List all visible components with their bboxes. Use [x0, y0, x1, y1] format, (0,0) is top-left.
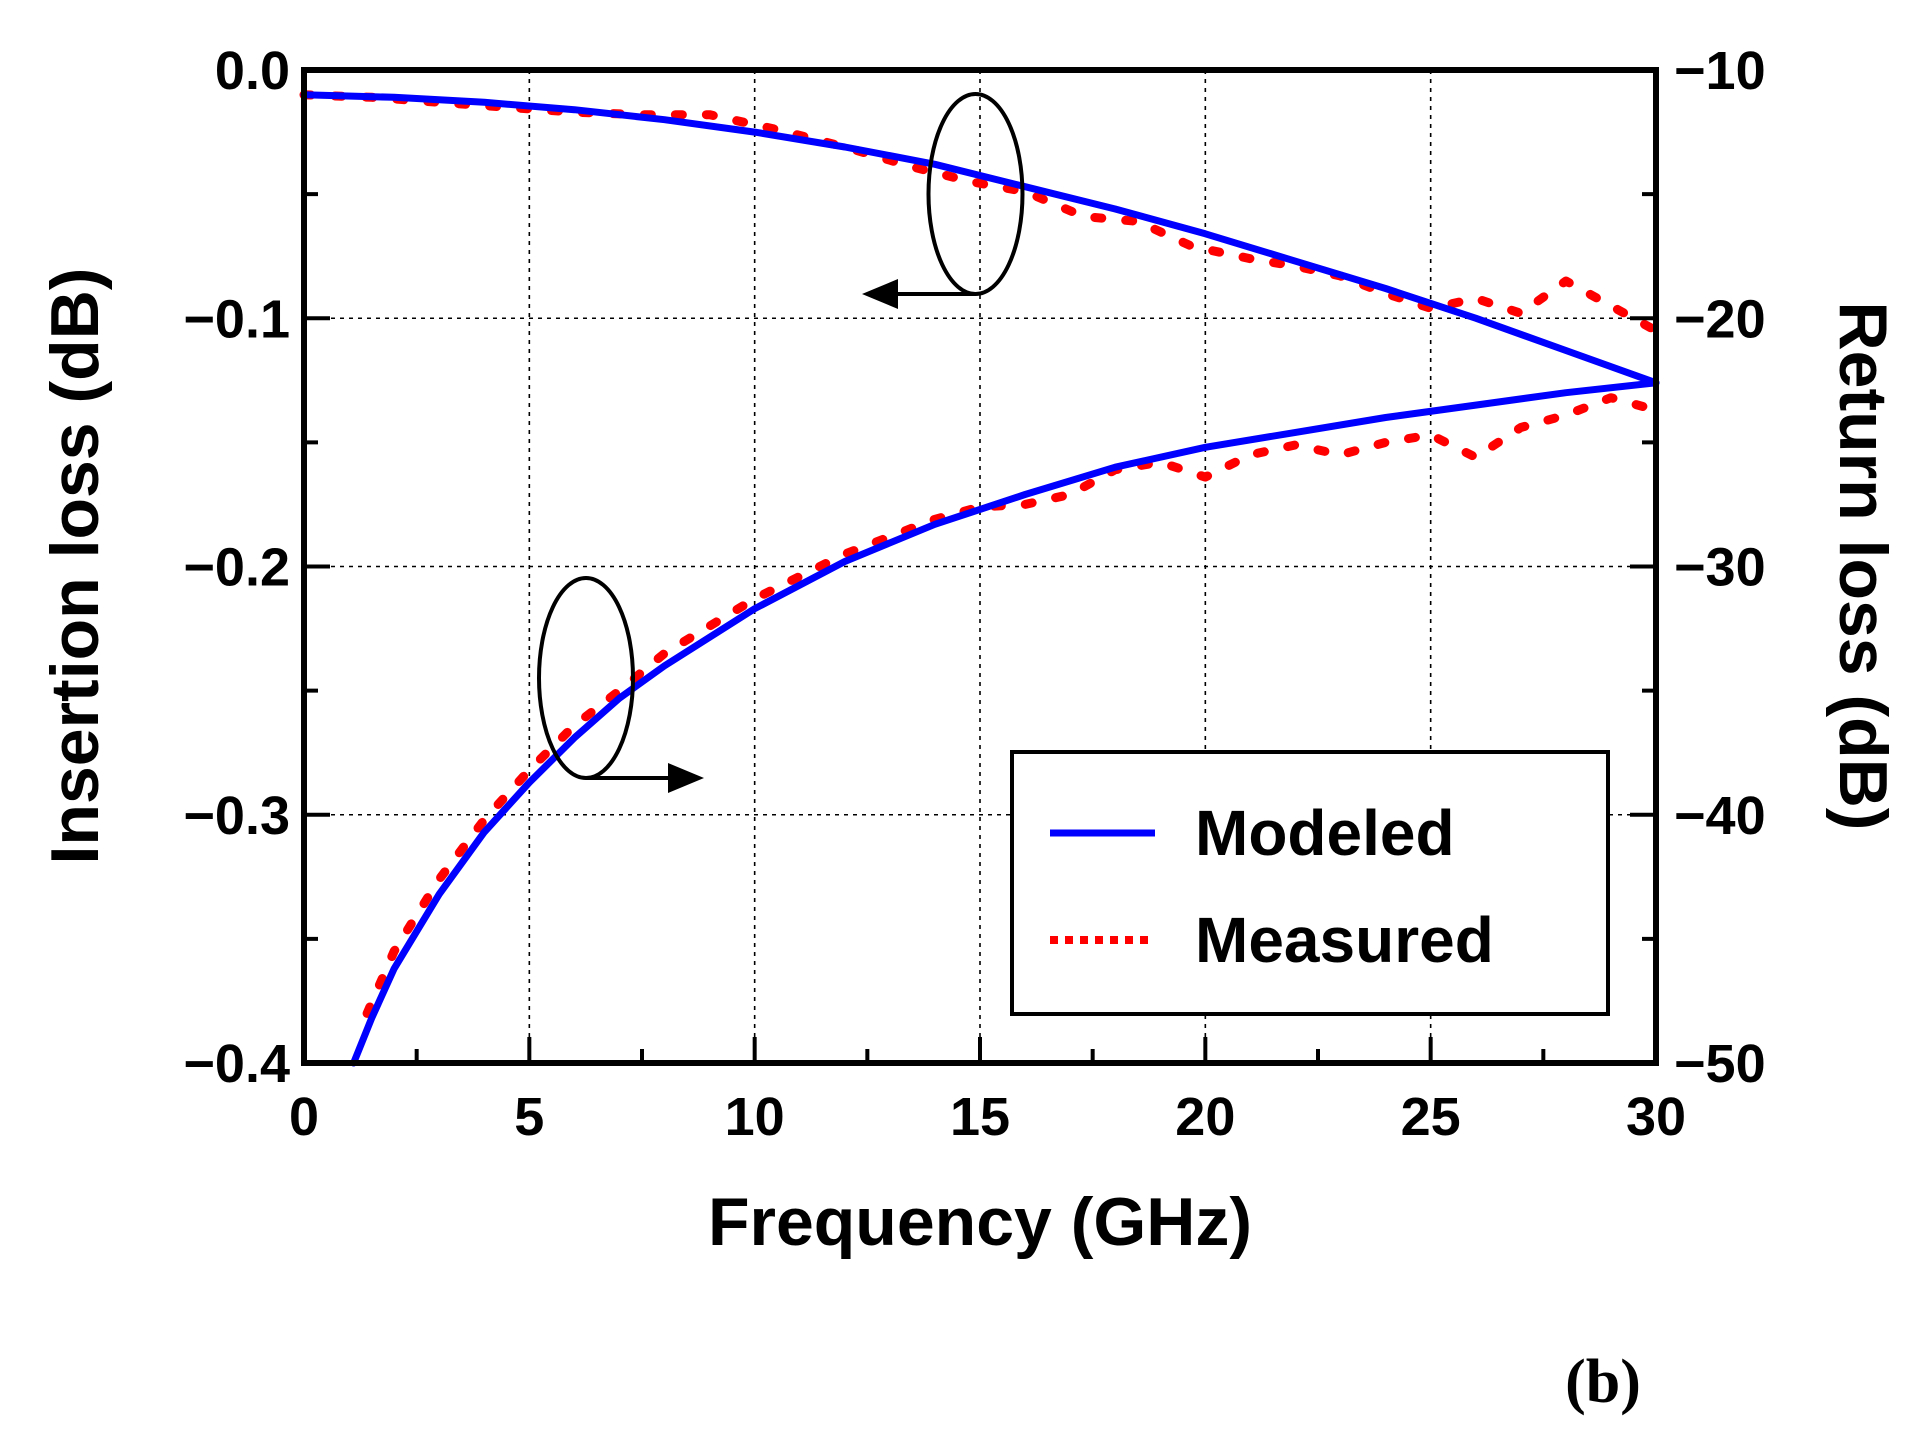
y-right-tick-label: −10 [1674, 41, 1766, 101]
x-axis-title: Frequency (GHz) [708, 1184, 1252, 1260]
tick-labels: 0 5 10 15 20 25 30 0.0 −0.1 −0.2 −0.3 −0.4 −10 −20 −30… [183, 41, 1765, 1147]
y-left-tick-label: −0.2 [183, 538, 290, 598]
legend-label-measured: Measured [1195, 904, 1494, 976]
y-left-tick-label: −0.4 [183, 1034, 290, 1094]
y-right-tick-label: −30 [1674, 538, 1766, 598]
annotation-arrowhead-insertion [862, 279, 898, 309]
annotation-arrowhead-return [668, 763, 704, 793]
x-tick-label: 30 [1626, 1087, 1686, 1147]
series-line-modeled-return-loss [350, 379, 1660, 1067]
series-line-measured-return-loss [362, 393, 1661, 1018]
annotation-ellipse-insertion [926, 92, 1025, 296]
x-tick-label: 15 [950, 1087, 1010, 1147]
annotation-ellipse-return [537, 576, 635, 780]
series-layer [299, 90, 1661, 1067]
x-tick-label: 5 [514, 1087, 544, 1147]
y-left-tick-label: −0.3 [183, 786, 290, 846]
y-left-axis-title: Insertion loss (dB) [37, 268, 113, 865]
x-tick-label: 20 [1175, 1087, 1235, 1147]
tick-marks [302, 68, 1658, 1065]
y-right-tick-label: −40 [1674, 786, 1766, 846]
y-left-tick-label: 0.0 [215, 41, 290, 101]
x-tick-label: 0 [289, 1087, 319, 1147]
panel-label: (b) [1565, 1348, 1641, 1416]
y-right-axis-title: Return loss (dB) [1825, 302, 1901, 831]
x-tick-label: 10 [725, 1087, 785, 1147]
x-tick-label: 25 [1401, 1087, 1461, 1147]
legend: Modeled Measured [1010, 750, 1610, 1016]
y-right-tick-label: −50 [1674, 1034, 1766, 1094]
series-line-modeled-insertion-loss [300, 91, 1660, 387]
y-left-tick-label: −0.1 [183, 289, 290, 349]
y-right-tick-label: −20 [1674, 289, 1766, 349]
legend-label-modeled: Modeled [1195, 797, 1455, 869]
legend-box [1010, 750, 1610, 1016]
annotations [537, 92, 1025, 793]
